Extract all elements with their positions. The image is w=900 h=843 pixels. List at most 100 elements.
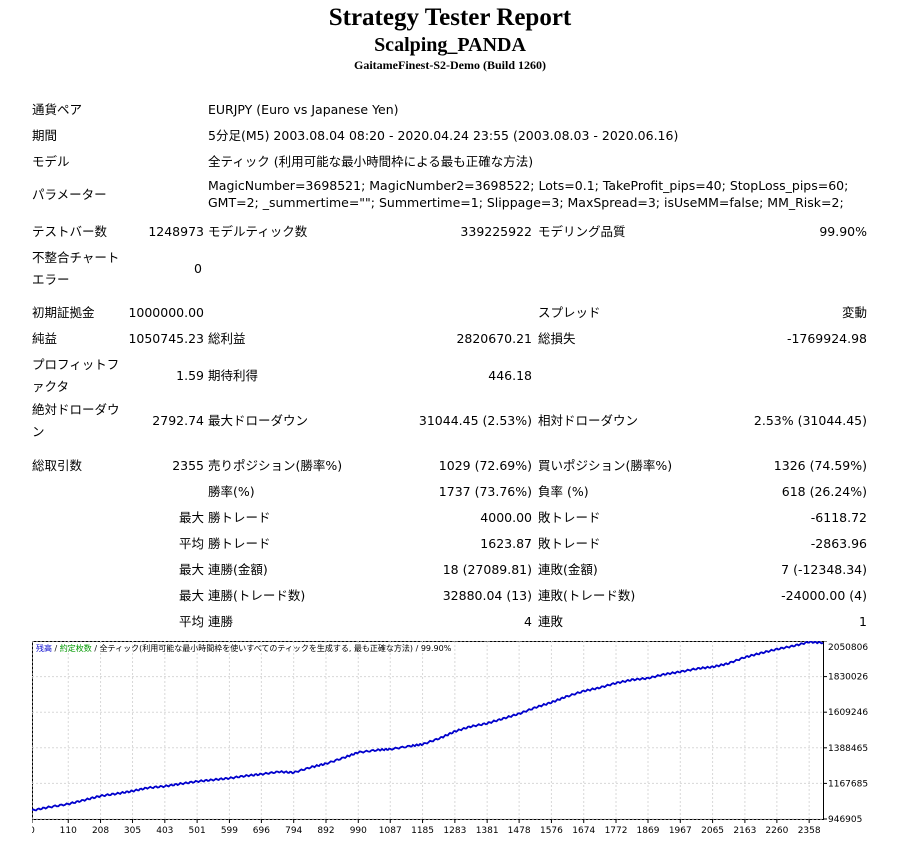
x-tick-label: 1772 <box>605 826 628 836</box>
params-line-2: GMT=2; _summertime=""; Summertime=1; Sli… <box>208 195 844 210</box>
x-tick-label: 892 <box>317 826 334 836</box>
ticks-value: 339225922 <box>460 224 532 239</box>
consec-profit-label: 連勝(トレード数) <box>208 588 306 603</box>
profit-factor-value: 1.59 <box>176 368 204 383</box>
params-line-1: MagicNumber=3698521; MagicNumber2=369852… <box>208 178 849 193</box>
quality-label: モデリング品質 <box>538 224 626 239</box>
expected-payoff-value: 446.18 <box>488 368 532 383</box>
mismatch-value: 0 <box>194 261 202 276</box>
deposit-value: 1000000.00 <box>128 305 204 320</box>
symbol-value: EURJPY (Euro vs Japanese Yen) <box>208 102 399 117</box>
x-tick-label: 599 <box>221 826 238 836</box>
average-loss-value: -2863.96 <box>810 536 867 551</box>
x-tick-label: 208 <box>92 826 109 836</box>
consec-profit-value: 32880.04 (13) <box>442 588 532 603</box>
profit-trades-value: 1737 (73.76%) <box>438 484 532 499</box>
x-tick-label: 2163 <box>733 826 756 836</box>
consec-wins-value: 18 (27089.81) <box>442 562 532 577</box>
grid-lines <box>32 641 823 820</box>
net-profit-label: 純益 <box>32 331 58 346</box>
y-tick-label: 1167685 <box>828 779 868 789</box>
consec-loss-label: 連敗(トレード数) <box>538 588 636 603</box>
average-win-label: 勝トレード <box>208 536 271 551</box>
x-tick-label: 1478 <box>508 826 531 836</box>
average-label: 平均 <box>178 536 204 551</box>
x-tick-label: 1381 <box>476 826 499 836</box>
y-tick-label: 1830026 <box>828 673 868 683</box>
max-drawdown-label: 最大ドローダウン <box>208 413 309 428</box>
x-tick-label: 305 <box>124 826 141 836</box>
period-value: 5分足(M5) 2003.08.04 08:20 - 2020.04.24 23… <box>208 128 679 143</box>
largest-label: 最大 <box>178 510 204 525</box>
x-tick-label: 2358 <box>798 826 821 836</box>
bars-value: 1248973 <box>148 224 204 239</box>
rel-drawdown-label: 相対ドローダウン <box>538 413 639 428</box>
legend-separator: / <box>52 644 60 653</box>
long-positions-value: 1326 (74.59%) <box>773 458 867 473</box>
x-tick-label: 1967 <box>669 826 692 836</box>
profit-trades-label: 勝率(%) <box>208 484 255 499</box>
params-label: パラメーター <box>32 187 107 202</box>
total-trades-label: 総取引数 <box>32 458 83 473</box>
consec-wins-label: 連勝(金額) <box>208 562 268 577</box>
avg-consec-losses-label: 連敗 <box>538 614 564 629</box>
gross-loss-label: 総損失 <box>538 331 576 346</box>
avg-consec-wins-label: 連勝 <box>208 614 234 629</box>
x-tick-label: 1576 <box>540 826 563 836</box>
balance-line <box>32 641 824 812</box>
x-tick-label: 2065 <box>701 826 724 836</box>
largest-win-label: 勝トレード <box>208 510 271 525</box>
x-tick-label: 990 <box>350 826 367 836</box>
consec-loss-value: -24000.00 (4) <box>781 588 867 603</box>
chart-legend: 残高 / 約定枚数 / 全ティック(利用可能な最小時間枠を使いすべてのティックを… <box>36 643 452 653</box>
abs-drawdown-value: 2792.74 <box>152 413 204 428</box>
x-tick-label: 403 <box>156 826 173 836</box>
quality-value: 99.90% <box>819 224 867 239</box>
balance-chart: 残高 / 約定枚数 / 全ティック(利用可能な最小時間枠を使いすべてのティックを… <box>32 641 872 841</box>
model-value: 全ティック (利用可能な最小時間枠による最も正確な方法) <box>208 154 534 169</box>
largest-loss-label: 敗トレード <box>538 510 601 525</box>
x-tick-label: 1185 <box>411 826 434 836</box>
legend-balance: 残高 <box>36 643 52 653</box>
x-tick-label: 794 <box>285 826 302 836</box>
gross-profit-value: 2820670.21 <box>456 331 532 346</box>
avg-consec-label: 平均 <box>178 614 204 629</box>
rel-drawdown-value: 2.53% (31044.45) <box>753 413 867 428</box>
consec-losses-value: 7 (-12348.34) <box>781 562 867 577</box>
expert-name: Scalping_PANDA <box>374 34 526 56</box>
max-consec-label: 最大 <box>178 562 204 577</box>
y-tick-label: 1609246 <box>828 708 868 718</box>
balance-chart-svg: 残高 / 約定枚数 / 全ティック(利用可能な最小時間枠を使いすべてのティックを… <box>32 641 868 836</box>
avg-consec-losses-value: 1 <box>859 614 867 629</box>
largest-win-value: 4000.00 <box>480 510 532 525</box>
ticks-label: モデルティック数 <box>208 224 308 239</box>
x-tick-label: 501 <box>189 826 206 836</box>
consec-losses-label: 連敗(金額) <box>538 562 598 577</box>
x-tick-label: 696 <box>253 826 270 836</box>
abs-drawdown-label: 絶対ドローダウン <box>32 402 120 439</box>
period-label: 期間 <box>32 128 58 143</box>
average-loss-label: 敗トレード <box>538 536 601 551</box>
x-tick-label: 1674 <box>572 826 595 836</box>
profit-factor-label: プロフィットファクタ <box>32 357 120 394</box>
x-tick-label: 0 <box>32 826 35 836</box>
legend-volume: 約定枚数 <box>60 643 92 653</box>
max-drawdown-value: 31044.45 (2.53%) <box>418 413 532 428</box>
legend-description: / 全ティック(利用可能な最小時間枠を使いすべてのティックを生成する, 最も正確… <box>92 643 452 653</box>
x-tick-label: 1283 <box>443 826 466 836</box>
gross-profit-label: 総利益 <box>208 331 246 346</box>
x-axis-ticks: 0 110 208 305 403 501 599 696 794 892 990 1087 1185 1… <box>32 819 821 836</box>
short-positions-value: 1029 (72.69%) <box>438 458 532 473</box>
mismatch-label: 不整合チャートエラー <box>32 250 120 287</box>
spread-label: スプレッド <box>538 305 601 320</box>
deposit-label: 初期証拠金 <box>32 305 95 320</box>
long-positions-label: 買いポジション(勝率%) <box>538 458 673 473</box>
report-title: Strategy Tester Report <box>328 4 572 31</box>
model-label: モデル <box>32 154 70 169</box>
bars-label: テストバー数 <box>32 224 108 239</box>
symbol-label: 通貨ペア <box>32 102 83 117</box>
max-consec-count-label: 最大 <box>178 588 204 603</box>
avg-consec-wins-value: 4 <box>524 614 532 629</box>
server-build: GaitameFinest-S2-Demo (Build 1260) <box>354 58 546 72</box>
x-tick-label: 2260 <box>765 826 788 836</box>
